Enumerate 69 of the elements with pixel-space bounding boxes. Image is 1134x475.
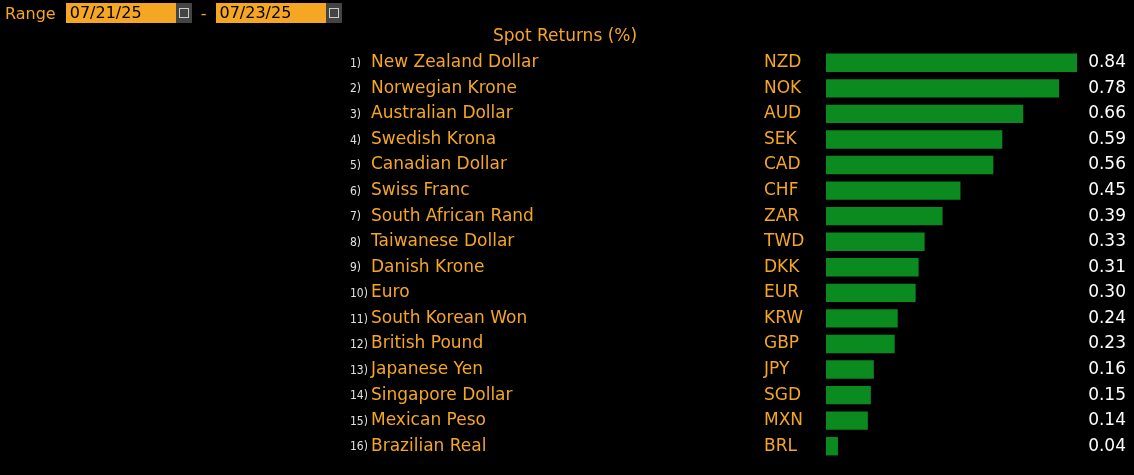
y2-tick-label: ZAR xyxy=(764,204,800,225)
y2-tick-label: GBP xyxy=(764,332,800,353)
bar xyxy=(826,79,1060,98)
y-tick-label: 14) Singapore Dollar xyxy=(350,383,513,404)
text: 07/21/25 xyxy=(65,3,176,23)
y-tick-label: 6) Swiss Franc xyxy=(350,179,470,200)
bar xyxy=(826,53,1077,72)
y2-tick-label: AUD xyxy=(764,102,802,123)
bar xyxy=(826,130,1003,149)
y-tick-label: 9) Danish Krone xyxy=(350,255,485,276)
bar xyxy=(826,181,961,200)
y2-tick-label: MXN xyxy=(764,409,804,430)
text: - xyxy=(200,3,207,23)
data-label: 0.56 xyxy=(1088,153,1126,174)
text: Spot Returns (%) xyxy=(492,25,638,46)
y2-tick-label: EUR xyxy=(764,281,800,302)
y-tick-label: 4) Swedish Krona xyxy=(350,127,497,148)
y-tick-label: 10) Euro xyxy=(350,281,410,302)
bar xyxy=(826,104,1024,124)
y2-tick-label: KRW xyxy=(764,306,804,327)
y-tick-label: 2) Norwegian Krone xyxy=(350,76,517,97)
data-label: 0.45 xyxy=(1088,179,1126,200)
y-tick-label: 3) Australian Dollar xyxy=(350,102,513,123)
data-label: 0.84 xyxy=(1088,51,1126,72)
data-label: 0.33 xyxy=(1088,230,1126,251)
data-label: 0.66 xyxy=(1088,102,1126,123)
data-label: 0.23 xyxy=(1088,332,1126,353)
bar xyxy=(826,334,895,354)
data-label: 0.24 xyxy=(1088,306,1126,327)
data-label: 0.31 xyxy=(1088,255,1126,276)
y-tick-label: 1) New Zealand Dollar xyxy=(350,51,539,72)
y-tick-label: 13) Japanese Yen xyxy=(350,357,483,378)
bar xyxy=(826,385,871,405)
bar xyxy=(826,309,898,328)
y2-tick-label: CAD xyxy=(764,153,801,174)
y-tick-label: 11) South Korean Won xyxy=(350,306,528,327)
bar xyxy=(826,360,874,379)
y-tick-label: 16) Brazilian Real xyxy=(350,434,487,455)
y2-tick-label: JPY xyxy=(763,357,790,378)
bar xyxy=(826,258,919,277)
y-tick-label: 5) Canadian Dollar xyxy=(350,153,507,174)
data-label: 0.59 xyxy=(1088,127,1126,148)
data-label: 0.78 xyxy=(1088,76,1126,97)
y2-tick-label: TWD xyxy=(763,230,805,251)
bar xyxy=(826,411,868,430)
y2-tick-label: NOK xyxy=(764,76,803,97)
bar xyxy=(826,155,994,175)
bar xyxy=(826,283,916,303)
data-label: 0.15 xyxy=(1088,383,1126,404)
data-label: 0.30 xyxy=(1088,281,1126,302)
y2-tick-label: BRL xyxy=(764,434,798,455)
y2-tick-label: DKK xyxy=(764,255,801,276)
text: 07/23/25 xyxy=(215,3,326,23)
text: Range xyxy=(5,3,56,23)
data-label: 0.16 xyxy=(1088,357,1126,378)
data-label: 0.14 xyxy=(1088,409,1126,430)
y-tick-label: 12) British Pound xyxy=(350,332,484,353)
y2-tick-label: CHF xyxy=(764,179,799,200)
bar xyxy=(826,437,838,456)
y2-tick-label: SEK xyxy=(764,127,798,148)
y-tick-label: 8) Taiwanese Dollar xyxy=(350,230,515,251)
y-tick-label: 15) Mexican Peso xyxy=(350,409,486,430)
y2-tick-label: NZD xyxy=(764,51,802,72)
y-tick-label: 7) South African Rand xyxy=(350,204,534,225)
bar xyxy=(826,206,943,226)
y2-tick-label: SGD xyxy=(764,383,802,404)
bar xyxy=(826,232,925,251)
data-label: 0.39 xyxy=(1088,204,1126,225)
data-label: 0.04 xyxy=(1088,434,1126,455)
